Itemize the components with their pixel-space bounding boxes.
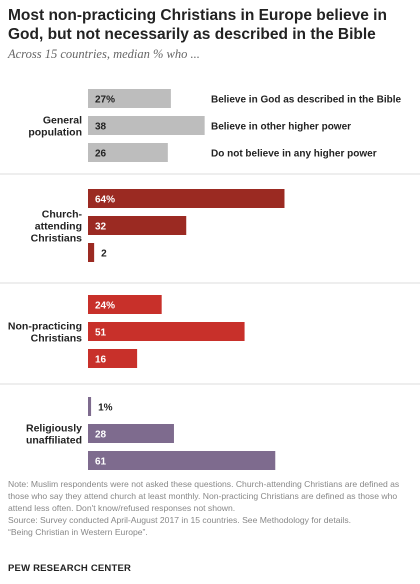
data-label: 27% — [95, 95, 115, 106]
data-label: 61 — [95, 457, 107, 468]
group-label: Non-practicing — [8, 321, 82, 333]
bar — [88, 189, 285, 208]
footer-report: “Being Christian in Western Europe”. — [8, 527, 148, 537]
footer-note: Note: Muslim respondents were not asked … — [8, 479, 400, 513]
group-label: attending — [35, 221, 82, 233]
bar — [88, 143, 168, 162]
data-label: 32 — [95, 222, 107, 233]
data-label: 1% — [98, 403, 113, 414]
category-label: Believe in other higher power — [211, 122, 351, 133]
group-label: Christians — [31, 333, 83, 345]
category-label: Do not believe in any higher power — [211, 149, 377, 160]
bar — [88, 349, 138, 368]
chart-title: Most non-practicing Christians in Europe… — [8, 7, 387, 43]
bar — [88, 397, 92, 416]
bar — [88, 322, 245, 341]
group-label: General — [43, 115, 82, 127]
bar — [88, 295, 162, 314]
data-label: 16 — [95, 355, 107, 366]
category-label: Believe in God as described in the Bible — [211, 95, 401, 106]
data-label: 2 — [101, 249, 107, 260]
data-label: 38 — [95, 122, 107, 133]
footer-notes: Note: Muslim respondents were not asked … — [8, 478, 416, 538]
footer-source: Source: Survey conducted April-August 20… — [8, 515, 351, 525]
chart-subtitle: Across 15 countries, median % who ... — [8, 47, 200, 61]
data-label: 51 — [95, 328, 107, 339]
bar — [88, 451, 276, 470]
bar — [88, 216, 187, 235]
group-label: unaffiliated — [26, 435, 82, 447]
data-label: 28 — [95, 430, 107, 441]
data-label: 26 — [95, 149, 107, 160]
group-label: Christians — [31, 233, 83, 245]
data-label: 64% — [95, 195, 115, 206]
data-label: 24% — [95, 301, 115, 312]
group-label: population — [28, 127, 82, 139]
bar — [88, 424, 174, 443]
bar — [88, 243, 95, 262]
group-label: Church- — [42, 209, 83, 221]
bar — [88, 116, 205, 135]
brand-label: PEW RESEARCH CENTER — [8, 563, 132, 574]
bar — [88, 89, 171, 108]
group-label: Religiously — [26, 423, 82, 435]
